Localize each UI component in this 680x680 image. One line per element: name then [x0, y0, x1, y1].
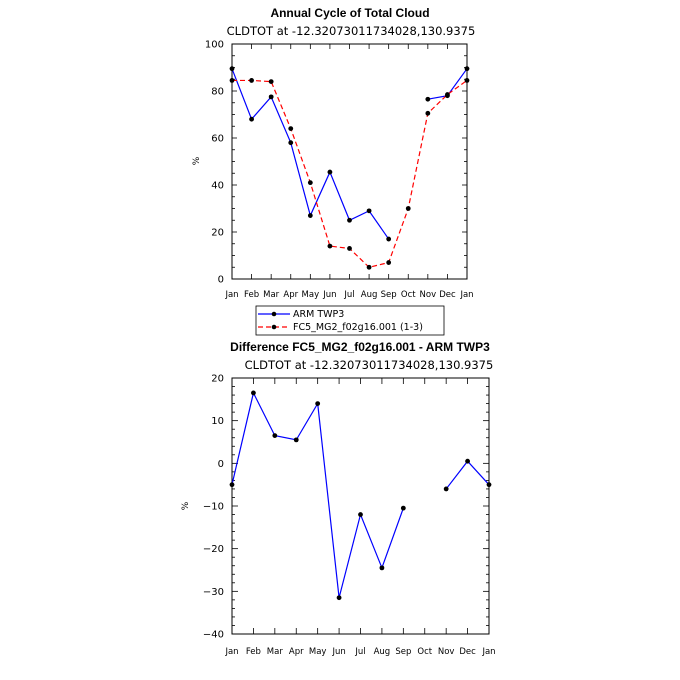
y-tick-label: 20 [211, 374, 224, 385]
x-tick-label: Dec [459, 647, 476, 657]
x-tick-label: Apr [289, 647, 304, 657]
series-0-point [347, 217, 352, 223]
x-tick-label: Nov [420, 290, 437, 300]
y-tick-label: 10 [211, 416, 224, 427]
x-tick-label: Jul [343, 290, 354, 300]
x-tick-label: Jun [331, 647, 345, 657]
series-1-point [327, 243, 333, 249]
series-0-point [272, 433, 278, 438]
legend-label-series-0: ARM TWP3 [293, 309, 344, 320]
x-tick-label: Jan [224, 290, 238, 300]
x-tick-label: Jan [224, 647, 238, 657]
chart-title: Annual Cycle of Total Cloud [270, 6, 429, 20]
series-0-point [358, 512, 363, 517]
x-tick-label: May [309, 647, 327, 657]
series-0-point [400, 505, 406, 511]
series-0-point [366, 208, 372, 214]
y-axis-label: % [192, 156, 202, 165]
x-tick-label: Jan [459, 290, 473, 300]
x-tick-label: Oct [417, 647, 432, 657]
series-1-point [464, 78, 470, 83]
series-0-point [379, 565, 385, 571]
series-1-point [288, 126, 294, 131]
series-0-point [315, 401, 321, 406]
series-0-point [268, 94, 274, 100]
y-tick-label: 0 [218, 459, 224, 470]
series-0-point [425, 96, 431, 102]
series-1-point [347, 246, 352, 251]
y-tick-label: −20 [203, 544, 224, 555]
series-0-point [307, 213, 313, 218]
series-0-point [336, 595, 342, 601]
x-tick-label: Jan [481, 647, 495, 657]
series-0-point [288, 140, 294, 146]
x-tick-label: Sep [395, 647, 411, 657]
annual-cycle-chart: Annual Cycle of Total Cloud CLDTOT at -1… [192, 6, 475, 300]
series-0-line [445, 460, 490, 490]
x-tick-label: Dec [439, 290, 456, 300]
series-1-point [425, 110, 431, 116]
y-axis-label: % [181, 501, 191, 510]
series-1-line [232, 79, 468, 268]
series-0-point [229, 66, 235, 72]
x-tick-label: Aug [374, 647, 391, 657]
series-0-point [486, 482, 492, 488]
x-tick-label: Feb [244, 290, 259, 300]
chart-subtitle: CLDTOT at -12.32073011734028,130.9375 [227, 24, 476, 38]
series-1-point [307, 180, 313, 186]
x-tick-label: Nov [438, 647, 455, 657]
series-1-point [229, 78, 235, 83]
chart-title: Difference FC5_MG2_f02g16.001 - ARM TWP3 [230, 340, 490, 354]
y-tick-label: 100 [205, 40, 224, 51]
plot-frame [231, 43, 468, 280]
series-0-point [386, 236, 392, 242]
y-tick-label: 60 [211, 134, 224, 145]
chart-legend: ARM TWP3 FC5_MG2_f02g16.001 (1-3) [255, 305, 445, 336]
x-tick-label: Jul [354, 647, 365, 657]
y-tick-label: −30 [203, 587, 224, 598]
y-tick-label: 20 [211, 228, 224, 239]
legend-label-series-1: FC5_MG2_f02g16.001 (1-3) [293, 322, 423, 333]
series-0-point [249, 116, 254, 122]
x-tick-label: May [302, 290, 320, 300]
series-1-point [249, 78, 254, 83]
chart-subtitle: CLDTOT at -12.32073011734028,130.9375 [245, 358, 494, 372]
series-1-point [366, 264, 372, 270]
y-tick-label: 0 [218, 275, 224, 286]
difference-chart: Difference FC5_MG2_f02g16.001 - ARM TWP3… [181, 340, 496, 657]
series-0-point [229, 482, 235, 488]
legend-marker-series-1 [271, 324, 277, 330]
y-tick-label: 40 [211, 181, 224, 192]
series-0-point [443, 486, 449, 492]
x-tick-label: Mar [267, 647, 284, 657]
x-tick-label: Jun [322, 290, 336, 300]
series-1-point [386, 260, 392, 265]
plot-frame [231, 377, 490, 635]
series-0-line [231, 391, 404, 598]
legend-box [255, 305, 445, 336]
series-0-point [327, 169, 333, 175]
y-tick-label: −10 [203, 502, 224, 513]
legend-marker-series-0 [271, 311, 277, 317]
series-0-point [464, 66, 470, 72]
x-tick-label: Sep [381, 290, 397, 300]
series-0-point [251, 390, 256, 396]
y-tick-label: 80 [211, 87, 224, 98]
series-1-point [445, 92, 450, 97]
x-tick-label: Aug [361, 290, 378, 300]
x-tick-label: Oct [401, 290, 416, 300]
series-0-point [465, 458, 470, 464]
x-tick-label: Feb [246, 647, 261, 657]
series-0-point [293, 437, 299, 443]
x-tick-label: Apr [283, 290, 298, 300]
series-1-point [268, 79, 274, 84]
y-tick-label: −40 [203, 630, 224, 641]
x-tick-label: Mar [263, 290, 280, 300]
series-1-point [405, 206, 411, 211]
